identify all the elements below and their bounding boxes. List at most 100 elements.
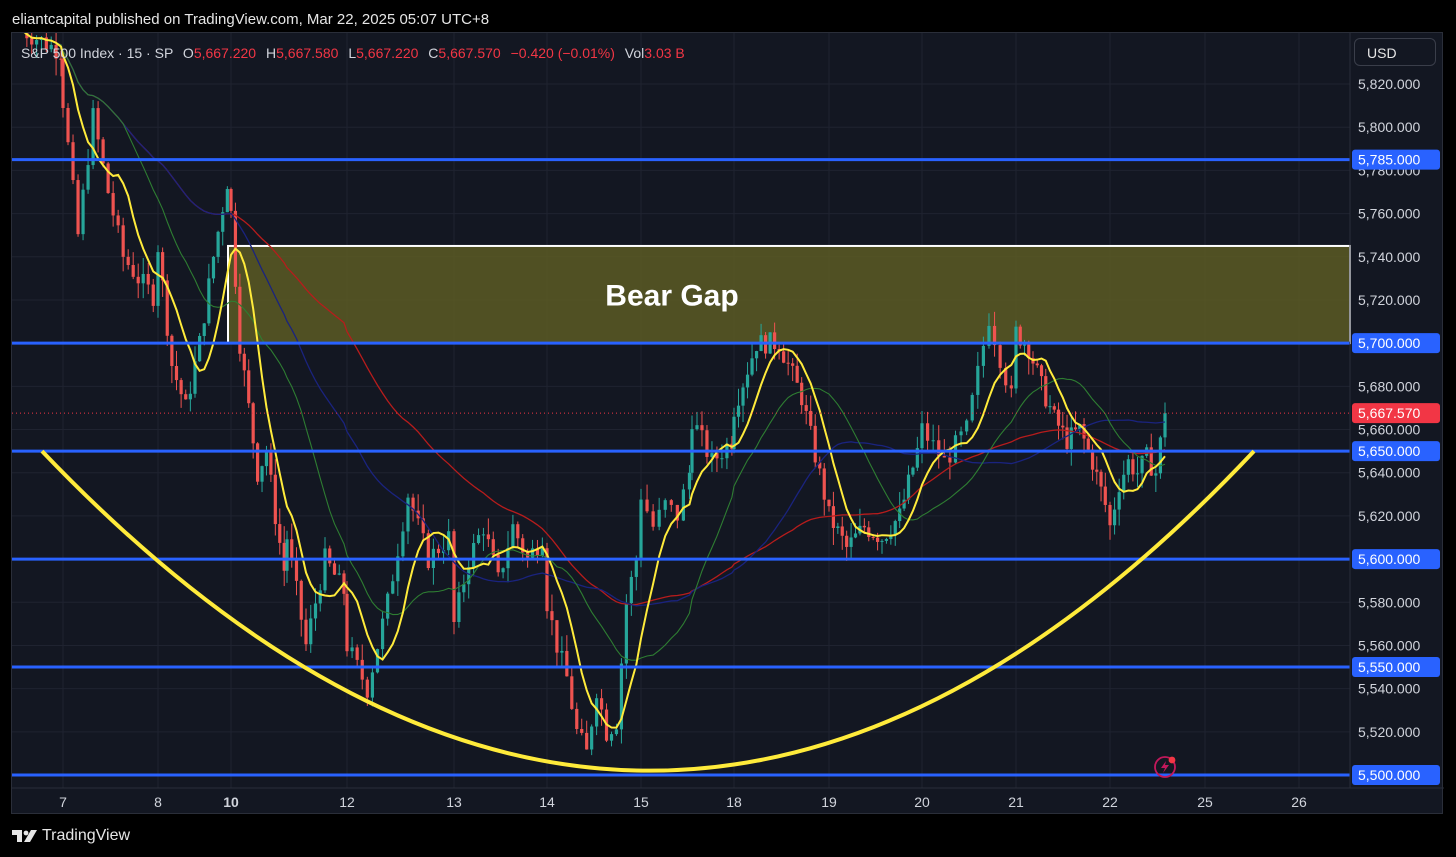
candle-body xyxy=(902,499,906,509)
tradingview-logo-icon xyxy=(12,830,37,842)
price-tick-label: 5,660.000 xyxy=(1358,422,1420,438)
candle-body xyxy=(49,44,53,50)
candle-body xyxy=(773,332,777,350)
price-tick-label: 5,520.000 xyxy=(1358,724,1420,740)
candle-body xyxy=(782,351,786,363)
tradingview-logo[interactable]: TradingView xyxy=(12,826,130,846)
candle-body xyxy=(736,405,741,417)
time-tick-label: 25 xyxy=(1197,794,1213,810)
price-tick-label: 5,820.000 xyxy=(1358,76,1420,92)
bear-gap-zone[interactable] xyxy=(227,244,1351,345)
price-tick-label: 5,640.000 xyxy=(1358,465,1420,481)
candle-body xyxy=(599,698,604,710)
candle-body xyxy=(1048,406,1052,408)
candle-body xyxy=(545,548,549,612)
candle-body xyxy=(1056,409,1061,426)
candle-body xyxy=(91,108,95,166)
candle-body xyxy=(862,525,866,528)
candle-body xyxy=(452,531,456,622)
candle-body xyxy=(813,425,817,463)
candle-body xyxy=(35,40,39,45)
candle-body xyxy=(264,452,269,467)
candle-body xyxy=(710,453,714,457)
candle-body xyxy=(1099,471,1103,487)
ohlc-legend: S&P 500 Index · 15 · SP O5,667.220 H5,66… xyxy=(21,45,685,61)
candle-body xyxy=(221,212,225,232)
candle-body xyxy=(931,440,935,442)
time-tick-label: 21 xyxy=(1008,794,1024,810)
candle-body xyxy=(867,527,871,537)
candle-body xyxy=(193,361,197,394)
rounding-bottom-curve[interactable] xyxy=(40,449,1256,773)
time-tick-label: 18 xyxy=(726,794,742,810)
candle-body xyxy=(472,543,476,568)
candle-body xyxy=(1082,424,1086,439)
close-key: C xyxy=(428,45,439,61)
candle-body xyxy=(256,443,260,482)
candle-body xyxy=(791,363,795,366)
level-price-label: 5,785.000 xyxy=(1358,152,1420,168)
candle-body xyxy=(942,456,946,458)
symbol-label[interactable]: S&P 500 Index · 15 · SP xyxy=(21,45,174,61)
candle-body xyxy=(111,193,115,216)
candle-body xyxy=(511,524,515,548)
candle-body xyxy=(86,165,90,190)
candle-body xyxy=(174,365,179,381)
candle-body xyxy=(915,448,919,468)
candle-body xyxy=(375,649,380,673)
candle-body xyxy=(101,139,105,164)
open-key: O xyxy=(182,45,194,61)
candle-body xyxy=(211,256,216,279)
candle-body xyxy=(911,467,915,475)
candle-body xyxy=(1131,459,1135,475)
candle-body xyxy=(202,323,206,336)
candle-body xyxy=(1108,504,1112,526)
candle-body xyxy=(278,524,282,543)
candle-body xyxy=(328,548,332,564)
candle-body xyxy=(421,518,425,534)
candle-body xyxy=(920,423,924,449)
candle-body xyxy=(516,524,520,539)
time-tick-label: 8 xyxy=(154,794,162,810)
level-price-label-bg xyxy=(1352,441,1440,462)
time-tick-label: 26 xyxy=(1291,794,1307,810)
candle-body xyxy=(595,698,599,727)
candle-body xyxy=(880,540,884,542)
candle-body xyxy=(247,370,251,404)
candle-body xyxy=(151,284,155,306)
candle-body xyxy=(299,580,303,620)
candle-body xyxy=(313,603,318,619)
chart-pane[interactable]: Bear Gap 5,520.000 5,540.000 5,560.000 5,580… xyxy=(11,32,1444,815)
candle-body xyxy=(1073,427,1078,430)
candle-body xyxy=(501,568,505,573)
candle-body xyxy=(141,273,145,284)
candle-body xyxy=(609,734,614,741)
candle-body xyxy=(840,526,844,536)
candle-body xyxy=(965,420,969,432)
candle-body xyxy=(260,466,264,482)
low-key: L xyxy=(348,45,357,61)
top-bar: eliantcapital published on TradingView.c… xyxy=(0,0,1456,32)
candle-body xyxy=(188,393,192,400)
level-price-label: 5,500.000 xyxy=(1358,767,1420,783)
currency-button[interactable]: USD xyxy=(1354,38,1436,66)
candle-body xyxy=(700,425,704,431)
candle-body xyxy=(345,593,349,652)
candle-body xyxy=(981,345,985,366)
level-price-label: 5,600.000 xyxy=(1358,551,1420,567)
vol-value: 3.03 B xyxy=(644,45,685,61)
level-price-label-bg xyxy=(1352,765,1440,785)
candle-body xyxy=(273,474,277,525)
candle-body xyxy=(570,676,574,709)
candle-body xyxy=(1122,474,1126,493)
candle-body xyxy=(1112,509,1117,526)
candle-body xyxy=(462,584,466,593)
lightning-icon[interactable] xyxy=(1153,755,1177,779)
price-chart[interactable]: Bear Gap 5,520.000 5,540.000 5,560.000 5,580… xyxy=(12,33,1444,815)
candle-body xyxy=(136,276,140,284)
candle-body xyxy=(350,647,354,652)
candle-body xyxy=(959,431,963,436)
bear-gap-label: Bear Gap xyxy=(605,280,738,313)
candle-body xyxy=(906,474,911,500)
candle-body xyxy=(121,225,125,257)
